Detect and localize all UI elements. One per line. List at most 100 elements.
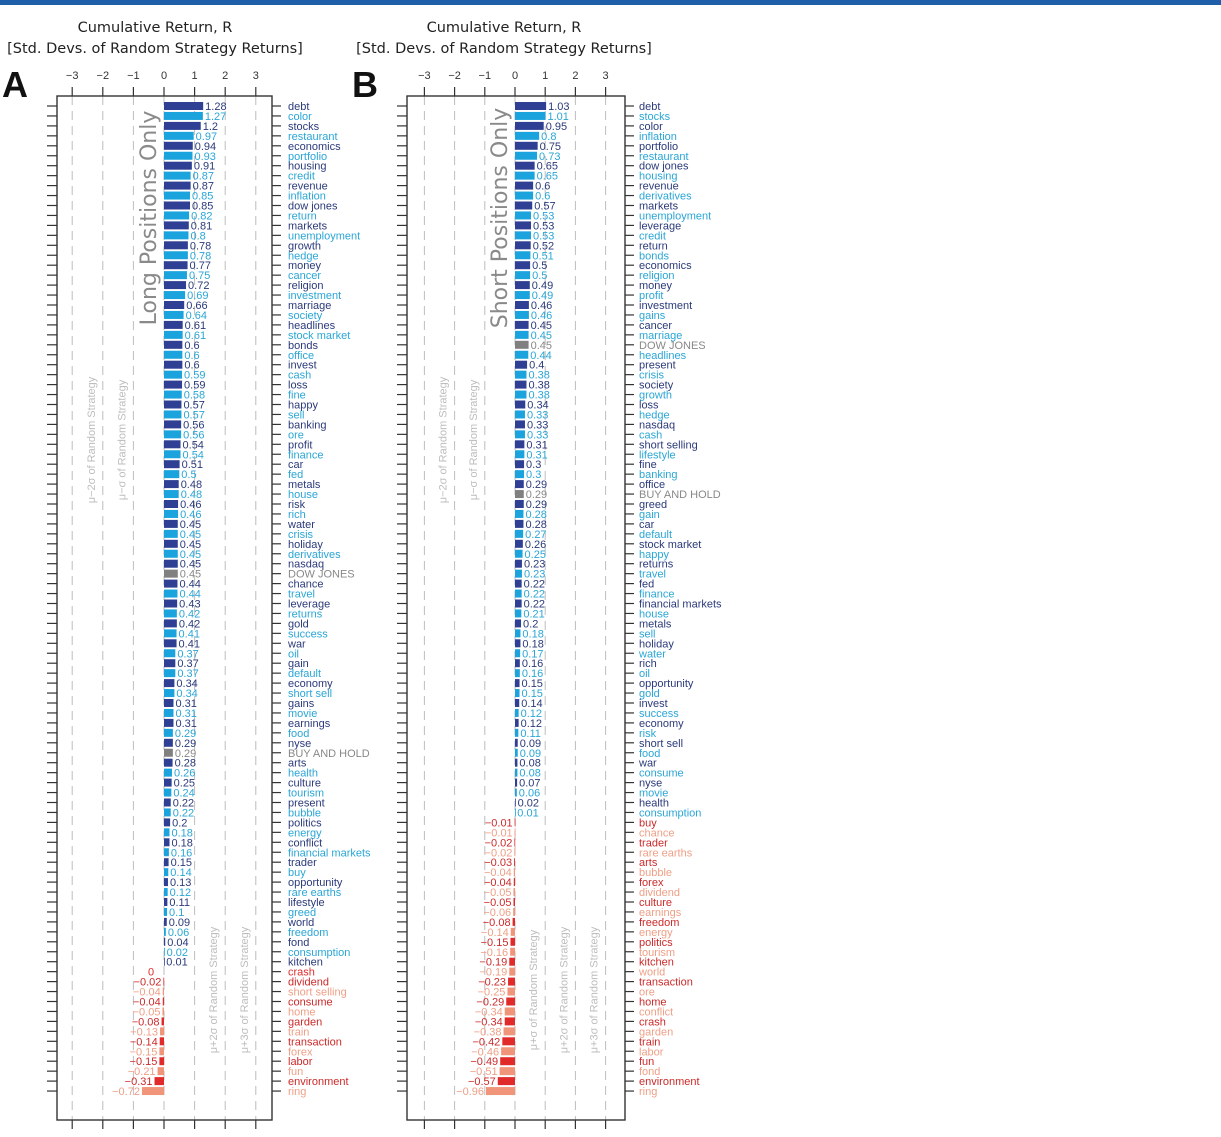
category-label: culture xyxy=(639,897,672,909)
category-label: inflation xyxy=(288,191,326,203)
x-tick-label: 3 xyxy=(603,70,609,82)
category-label: forex xyxy=(288,1046,313,1058)
data-label: 0.65 xyxy=(537,161,558,173)
bar xyxy=(515,141,538,150)
bar xyxy=(162,987,164,996)
bar xyxy=(515,500,524,508)
bar xyxy=(164,768,172,777)
bar xyxy=(164,360,183,369)
category-label: earnings xyxy=(288,718,331,730)
bar xyxy=(164,858,169,867)
bar xyxy=(514,838,516,847)
category-label: crisis xyxy=(288,529,314,541)
data-label: 0.22 xyxy=(524,589,545,601)
bar xyxy=(515,121,544,130)
category-label: investment xyxy=(288,290,341,302)
category-label: banking xyxy=(639,469,678,481)
panel-letter: B xyxy=(352,64,378,105)
data-label: 0.28 xyxy=(175,758,196,770)
category-label: oil xyxy=(288,648,299,660)
category-label: metals xyxy=(639,618,672,630)
data-label: 0.29 xyxy=(175,748,196,760)
data-label: 0.65 xyxy=(537,171,558,183)
data-label: 0.41 xyxy=(179,638,200,650)
data-label: 0 xyxy=(148,967,154,979)
category-label: crash xyxy=(288,967,315,979)
data-label: −0.14 xyxy=(130,1036,158,1048)
category-label: consume xyxy=(639,768,684,780)
category-label: color xyxy=(639,121,663,133)
bar xyxy=(515,400,526,409)
bar xyxy=(164,330,183,339)
bar xyxy=(515,181,534,190)
bar xyxy=(486,1087,515,1096)
data-label: 0.46 xyxy=(531,300,552,312)
category-label: loss xyxy=(639,400,659,412)
bar xyxy=(164,728,173,737)
category-label: fed xyxy=(639,579,654,591)
data-label: 0.18 xyxy=(522,638,543,650)
bar xyxy=(159,1047,164,1056)
category-label: gain xyxy=(639,509,660,521)
category-label: default xyxy=(288,668,321,680)
bar xyxy=(164,848,169,857)
data-label: −0.05 xyxy=(484,897,512,909)
data-label: 0.29 xyxy=(526,489,547,501)
bar xyxy=(515,798,516,807)
bar xyxy=(515,708,519,717)
data-label: 0.44 xyxy=(179,579,200,591)
data-label: 0.75 xyxy=(189,270,210,282)
data-label: 0.31 xyxy=(526,439,547,451)
bar xyxy=(164,529,178,538)
category-label: bubble xyxy=(288,807,321,819)
data-label: −0.21 xyxy=(128,1066,156,1078)
category-label: cash xyxy=(288,370,311,382)
data-label: −0.05 xyxy=(484,887,512,899)
bar xyxy=(515,599,522,608)
bar xyxy=(515,669,520,678)
bar xyxy=(160,1027,164,1036)
bar xyxy=(515,679,520,688)
panel-a: Cumulative Return, R [Std. Devs. of Rando… xyxy=(2,20,371,1129)
data-label: 0.38 xyxy=(528,380,549,392)
category-label: success xyxy=(639,708,679,720)
category-label: sell xyxy=(288,409,305,421)
category-label: stock market xyxy=(639,539,701,551)
data-label: 0.94 xyxy=(195,141,216,153)
data-label: 0.1 xyxy=(169,907,184,919)
data-label: 0.66 xyxy=(186,300,207,312)
category-label: movie xyxy=(288,708,317,720)
data-label: 0.57 xyxy=(183,400,204,412)
bar xyxy=(507,987,515,996)
bar xyxy=(164,102,204,110)
bar xyxy=(515,440,525,449)
bar xyxy=(164,131,194,140)
bar xyxy=(164,340,183,349)
x-tick-label: 2 xyxy=(572,70,578,82)
data-label: 0.57 xyxy=(534,201,555,213)
bar xyxy=(510,947,515,956)
data-label: −0.08 xyxy=(483,917,511,929)
data-label: −0.15 xyxy=(481,937,509,949)
bar xyxy=(164,281,187,290)
bar xyxy=(515,340,529,349)
category-label: risk xyxy=(288,499,306,511)
data-label: 0.6 xyxy=(184,350,199,362)
bar xyxy=(515,310,529,319)
category-label: garden xyxy=(639,1026,673,1038)
data-label: 0.31 xyxy=(175,708,196,720)
bar xyxy=(515,450,525,459)
bar xyxy=(164,838,170,847)
data-label: 0.5 xyxy=(532,270,547,282)
category-label: markets xyxy=(639,201,679,213)
bar xyxy=(515,529,524,538)
bar xyxy=(164,758,173,767)
category-label: health xyxy=(288,768,318,780)
bar xyxy=(164,599,178,608)
data-label: 0.18 xyxy=(172,827,193,839)
category-label: transaction xyxy=(288,1036,342,1048)
bar xyxy=(515,559,522,568)
bar xyxy=(497,1077,515,1086)
bar xyxy=(515,589,522,598)
bar xyxy=(164,748,173,757)
